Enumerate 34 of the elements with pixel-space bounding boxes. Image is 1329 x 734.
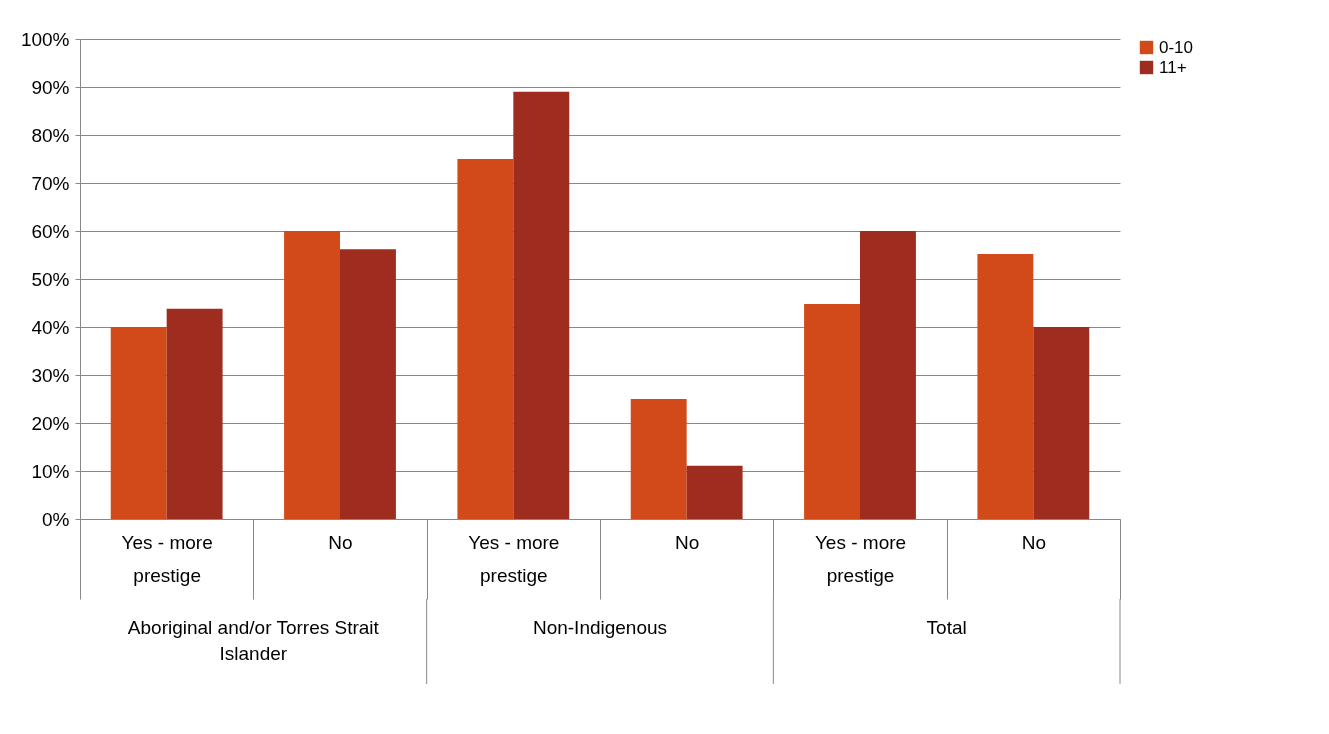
x-tick-label: No	[675, 531, 700, 553]
y-tick-label: 0%	[42, 508, 70, 530]
bar	[977, 254, 1034, 519]
y-tick-label: 60%	[31, 220, 70, 242]
text: Total	[926, 617, 967, 638]
legend-label: 11+	[1159, 57, 1187, 77]
bar	[860, 231, 916, 519]
bar	[630, 399, 687, 519]
bar	[166, 308, 223, 519]
bar	[110, 327, 167, 519]
x-tick-label: Yes - more prestige	[814, 531, 907, 586]
bar	[284, 231, 340, 519]
x-tick-label: Yes - more prestige	[121, 531, 213, 586]
y-tick-label: 50%	[31, 268, 70, 290]
x-tick-label: No	[1021, 531, 1046, 553]
bar	[1033, 327, 1090, 519]
y-tick-label: 100%	[20, 28, 70, 50]
y-tick-label: 10%	[31, 460, 70, 482]
bar	[513, 91, 570, 519]
y-tick-label: 40%	[31, 316, 70, 338]
y-tick-label: 30%	[31, 364, 70, 386]
y-tick-label: 90%	[31, 76, 70, 98]
x-tick-label: Yes - more prestige	[468, 531, 560, 586]
legend-label: 0-10	[1159, 37, 1194, 57]
y-tick-label: 70%	[31, 172, 70, 194]
bar	[457, 159, 514, 519]
text: Aboriginal and/or Torres Strait Islander	[127, 617, 380, 664]
bar	[340, 249, 396, 519]
text: Non-Indigenous	[532, 617, 668, 638]
bar	[804, 303, 860, 519]
y-tick-label: 20%	[31, 412, 70, 434]
y-tick-label: 80%	[31, 124, 70, 146]
x-tick-label: No	[328, 531, 353, 553]
bar	[686, 465, 743, 519]
